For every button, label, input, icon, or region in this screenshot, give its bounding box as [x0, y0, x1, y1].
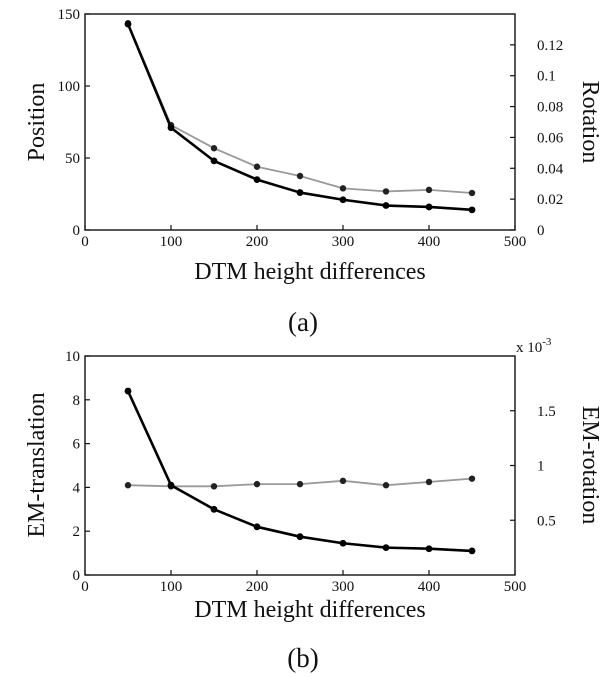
y-right-tick-label: 1	[537, 459, 545, 475]
data-point-left	[296, 533, 304, 541]
y-left-tick-label: 150	[58, 7, 81, 23]
data-point-left	[382, 544, 390, 552]
plot-frame-b	[84, 355, 516, 576]
y-right-tick-label: 0.5	[537, 513, 556, 529]
data-point-right	[339, 185, 347, 192]
y-right-tick-label: 1.5	[537, 404, 556, 420]
caption-a: (a)	[288, 307, 318, 337]
data-point-left	[382, 202, 390, 209]
y-left-tick-label: 2	[73, 524, 81, 540]
x-tick-label: 500	[504, 234, 527, 250]
right-axis-multiplier-exponent: -3	[542, 336, 552, 348]
ylabel-left-a: Position	[24, 83, 50, 162]
x-tick-label: 100	[160, 234, 183, 250]
series-line-right	[127, 22, 473, 194]
x-tick-label: 0	[81, 579, 89, 595]
y-right-tick-label: 0.08	[537, 100, 563, 116]
ylabel-right-b: EM-rotation	[577, 406, 600, 525]
data-point-left	[468, 206, 476, 214]
data-point-right	[210, 483, 218, 490]
x-tick-label: 0	[81, 234, 89, 250]
y-right-tick-label: 0.12	[537, 38, 563, 54]
data-point-left	[468, 547, 476, 555]
series-line-left	[126, 390, 473, 553]
data-point-right	[253, 163, 261, 170]
data-point-left	[253, 523, 261, 531]
xlabel-a: DTM height differences	[194, 259, 425, 285]
y-left-tick-label: 100	[58, 79, 81, 95]
y-left-tick-label: 4	[73, 480, 81, 496]
data-point-left	[167, 481, 175, 489]
xlabel-b: DTM height differences	[194, 597, 425, 623]
x-tick-label: 400	[418, 234, 441, 250]
y-right-tick-label: 0.02	[537, 192, 563, 208]
data-point-right	[296, 480, 304, 488]
panel-a: 0 100 200 300 400 500 0 50 100 150 0 0.02 0.04 0.06 0.…	[24, 7, 600, 337]
data-point-left	[253, 176, 261, 184]
right-axis-multiplier-base: x 10	[516, 340, 542, 356]
x-tick-label: 500	[504, 579, 527, 595]
y-left-tick-label: 10	[65, 349, 80, 365]
y-left-tick-label: 0	[73, 223, 81, 239]
data-point-left	[425, 203, 433, 211]
data-point-left	[339, 196, 347, 204]
right-axis-multiplier-b: x 10-3	[516, 336, 552, 356]
y-right-tick-label: 0.06	[537, 130, 564, 146]
y-left-tick-label: 0	[73, 568, 81, 584]
y-left-tick-label: 6	[73, 437, 81, 453]
data-point-right	[468, 475, 476, 482]
y-right-tick-label: 0.04	[537, 161, 564, 177]
data-point-left	[339, 539, 347, 547]
y-left-tick-label: 50	[65, 151, 80, 167]
x-tick-label: 300	[332, 234, 355, 250]
series-line-left	[126, 23, 473, 212]
x-tick-label: 400	[418, 579, 441, 595]
data-point-right	[425, 478, 433, 486]
data-point-left	[124, 20, 132, 28]
data-point-right	[382, 482, 390, 489]
data-point-right	[468, 189, 476, 197]
y-right-tick-label: 0	[537, 223, 545, 239]
data-point-left	[210, 157, 218, 165]
data-point-right	[296, 172, 304, 180]
x-tick-label: 200	[246, 579, 269, 595]
data-point-right	[382, 188, 390, 195]
y-left-tick-label: 8	[73, 393, 81, 409]
ylabel-left-b: EM-translation	[24, 392, 50, 537]
data-point-left	[210, 505, 218, 513]
panel-b: 0 100 200 300 400 500 0 2 4 6 8 10 0.5 1 1.5 EM-transl…	[24, 336, 600, 673]
plot-frame-a	[84, 13, 516, 231]
ylabel-right-a: Rotation	[577, 81, 600, 164]
data-point-right	[253, 480, 261, 488]
x-tick-label: 100	[160, 579, 183, 595]
data-point-right	[210, 145, 218, 152]
data-point-right	[425, 186, 433, 194]
data-point-left	[296, 189, 304, 196]
caption-b: (b)	[287, 643, 318, 673]
x-tick-label: 200	[246, 234, 269, 250]
data-point-left	[124, 387, 132, 395]
data-point-right	[124, 482, 132, 489]
data-point-left	[425, 545, 433, 553]
data-point-left	[167, 124, 175, 132]
x-tick-label: 300	[332, 579, 355, 595]
y-right-tick-label: 0.1	[537, 69, 556, 85]
data-point-right	[339, 477, 347, 485]
